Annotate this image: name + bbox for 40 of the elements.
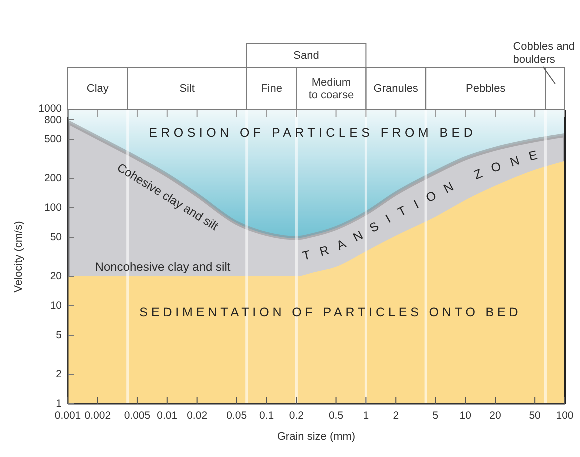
- band-label: Clay: [86, 83, 110, 95]
- x-tick-label: 0.002: [84, 410, 112, 422]
- y-tick-label: 5: [56, 330, 62, 342]
- band-label: Sand: [294, 50, 320, 62]
- x-tick-label: 5: [432, 410, 439, 422]
- y-tick-label: 50: [50, 232, 62, 244]
- x-tick-label: 50: [529, 410, 542, 422]
- band-label: Cobbles and boulders: [513, 41, 576, 66]
- x-tick-label: 0.02: [187, 410, 208, 422]
- y-tick-label: 200: [44, 172, 62, 184]
- x-tick-label: 0.001: [54, 410, 82, 422]
- band-label: Silt: [180, 83, 195, 95]
- y-tick-label: 2: [56, 368, 62, 380]
- band-label: Granules: [374, 83, 419, 95]
- x-tick-label: 100: [556, 410, 574, 422]
- y-tick-label: 100: [44, 202, 62, 214]
- x-tick-label: 1: [363, 410, 370, 422]
- y-axis-title: Velocity (cm/s): [13, 221, 25, 293]
- x-tick-label: 0.2: [289, 410, 304, 422]
- x-tick-label: 0.1: [259, 410, 274, 422]
- band-label: Medium to coarse: [308, 76, 354, 102]
- y-tick-label: 20: [50, 270, 62, 282]
- y-tick-label: 1: [56, 398, 62, 410]
- x-tick-label: 0.5: [328, 410, 344, 422]
- x-tick-label: 0.01: [157, 410, 178, 422]
- annotation: Noncohesive clay and silt: [95, 260, 232, 274]
- series-label: SEDIMENTATION OF PARTICLES ONTO BED: [140, 306, 522, 320]
- x-tick-label: 2: [393, 410, 400, 422]
- band-label: Pebbles: [466, 83, 506, 95]
- x-tick-label: 0.005: [124, 410, 151, 422]
- y-tick-label: 500: [44, 134, 62, 146]
- series-label: EROSION OF PARTICLES FROM BED: [149, 126, 477, 140]
- x-tick-label: 20: [490, 410, 502, 422]
- x-tick-label: 0.05: [226, 410, 248, 422]
- band-label: Fine: [261, 83, 282, 95]
- y-tick-label: 1000: [38, 103, 62, 115]
- y-tick-label: 10: [50, 300, 62, 312]
- y-tick-label: 800: [44, 114, 62, 126]
- x-tick-label: 10: [460, 410, 472, 422]
- x-axis-title: Grain size (mm): [277, 431, 356, 443]
